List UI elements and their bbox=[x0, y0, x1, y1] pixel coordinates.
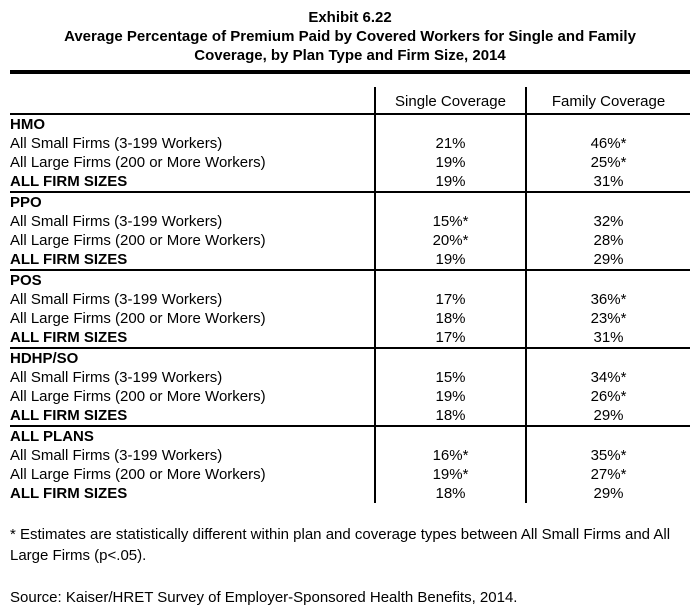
firm-total-label: ALL FIRM SIZES bbox=[10, 173, 128, 190]
single-coverage-value: 20%* bbox=[374, 231, 526, 250]
firm-size-row: All Large Firms (200 or More Workers) 19%… bbox=[10, 465, 690, 484]
single-coverage-value: 16%* bbox=[374, 446, 526, 465]
column-header-family-coverage: Family Coverage bbox=[525, 87, 690, 115]
plan-section-row: HMO bbox=[10, 114, 690, 134]
row-label-column-header bbox=[10, 87, 375, 115]
single-coverage-value: 18% bbox=[374, 406, 526, 426]
exhibit-number: Exhibit 6.22 bbox=[308, 9, 392, 26]
family-coverage-value: 36%* bbox=[525, 290, 690, 309]
firm-total-row: ALL FIRM SIZES 18% 29% bbox=[10, 484, 690, 503]
firm-size-label: All Small Firms (3-199 Workers) bbox=[10, 135, 223, 152]
firm-size-row: All Large Firms (200 or More Workers) 20%… bbox=[10, 231, 690, 250]
single-coverage-value: 18% bbox=[374, 484, 526, 503]
firm-size-label: All Large Firms (200 or More Workers) bbox=[10, 154, 266, 171]
exhibit-header: Exhibit 6.22 Average Percentage of Premi… bbox=[10, 8, 690, 65]
single-coverage-value: 15%* bbox=[374, 212, 526, 231]
single-coverage-value: 21% bbox=[374, 134, 526, 153]
firm-total-label: ALL FIRM SIZES bbox=[10, 329, 128, 346]
firm-size-label: All Large Firms (200 or More Workers) bbox=[10, 232, 266, 249]
premium-table-body: HMO All Small Firms (3-199 Workers) 21% 46%… bbox=[10, 114, 690, 503]
family-coverage-value: 26%* bbox=[525, 387, 690, 406]
plan-section-row: POS bbox=[10, 269, 690, 290]
empty-single-cell bbox=[374, 114, 526, 134]
firm-size-row: All Small Firms (3-199 Workers) 17% 36%* bbox=[10, 290, 690, 309]
single-coverage-value: 18% bbox=[374, 309, 526, 328]
column-header-single-coverage: Single Coverage bbox=[374, 87, 526, 115]
firm-size-row: All Small Firms (3-199 Workers) 15%* 32% bbox=[10, 212, 690, 231]
single-coverage-value: 15% bbox=[374, 368, 526, 387]
firm-size-label: All Small Firms (3-199 Workers) bbox=[10, 447, 223, 464]
family-coverage-value: 27%* bbox=[525, 465, 690, 484]
firm-total-row: ALL FIRM SIZES 17% 31% bbox=[10, 328, 690, 348]
plan-type-label: HMO bbox=[10, 116, 45, 133]
plan-type-label: PPO bbox=[10, 191, 375, 212]
firm-total-row: ALL FIRM SIZES 18% 29% bbox=[10, 406, 690, 426]
firm-size-label: All Small Firms (3-199 Workers) bbox=[10, 213, 223, 230]
empty-single-cell bbox=[374, 191, 526, 212]
plan-type-label: POS bbox=[10, 269, 375, 290]
premium-table-header: Single Coverage Family Coverage bbox=[10, 87, 690, 115]
family-coverage-value: 32% bbox=[525, 212, 690, 231]
firm-size-label: All Small Firms (3-199 Workers) bbox=[10, 291, 223, 308]
source-note: Source: Kaiser/HRET Survey of Employer-S… bbox=[10, 589, 518, 606]
empty-single-cell bbox=[374, 425, 526, 446]
single-coverage-value: 19% bbox=[374, 153, 526, 172]
plan-type-label: HDHP/SO bbox=[10, 347, 375, 368]
family-coverage-value: 35%* bbox=[525, 446, 690, 465]
firm-size-label: All Large Firms (200 or More Workers) bbox=[10, 310, 266, 327]
family-coverage-value: 46%* bbox=[525, 134, 690, 153]
single-coverage-value: 17% bbox=[374, 328, 526, 348]
exhibit-title-line2: Coverage, by Plan Type and Firm Size, 20… bbox=[194, 47, 506, 64]
firm-total-label: ALL FIRM SIZES bbox=[10, 251, 128, 268]
firm-size-row: All Small Firms (3-199 Workers) 21% 46%* bbox=[10, 134, 690, 153]
family-coverage-value: 29% bbox=[525, 484, 690, 503]
plan-type-label: ALL PLANS bbox=[10, 425, 375, 446]
firm-size-label: All Large Firms (200 or More Workers) bbox=[10, 466, 266, 483]
firm-size-row: All Small Firms (3-199 Workers) 15% 34%* bbox=[10, 368, 690, 387]
firm-total-label: ALL FIRM SIZES bbox=[10, 407, 128, 424]
firm-size-row: All Large Firms (200 or More Workers) 18%… bbox=[10, 309, 690, 328]
firm-size-label: All Small Firms (3-199 Workers) bbox=[10, 369, 223, 386]
empty-family-cell bbox=[525, 114, 690, 134]
family-coverage-value: 31% bbox=[525, 328, 690, 348]
column-header-row: Single Coverage Family Coverage bbox=[10, 87, 690, 115]
empty-single-cell bbox=[374, 269, 526, 290]
family-coverage-value: 28% bbox=[525, 231, 690, 250]
family-coverage-value: 31% bbox=[525, 172, 690, 192]
title-rule bbox=[10, 70, 690, 74]
firm-total-row: ALL FIRM SIZES 19% 31% bbox=[10, 172, 690, 192]
family-coverage-value: 23%* bbox=[525, 309, 690, 328]
firm-size-row: All Large Firms (200 or More Workers) 19%… bbox=[10, 387, 690, 406]
empty-family-cell bbox=[525, 191, 690, 212]
family-coverage-value: 25%* bbox=[525, 153, 690, 172]
single-coverage-value: 19%* bbox=[374, 465, 526, 484]
footnote: * Estimates are statistically different … bbox=[10, 526, 671, 564]
exhibit-title-line1: Average Percentage of Premium Paid by Co… bbox=[64, 28, 636, 45]
empty-family-cell bbox=[525, 425, 690, 446]
plan-section-row: ALL PLANS bbox=[10, 425, 690, 446]
firm-total-label: ALL FIRM SIZES bbox=[10, 485, 128, 502]
single-coverage-value: 19% bbox=[374, 172, 526, 192]
family-coverage-value: 29% bbox=[525, 406, 690, 426]
family-coverage-value: 29% bbox=[525, 250, 690, 270]
firm-total-row: ALL FIRM SIZES 19% 29% bbox=[10, 250, 690, 270]
plan-section-row: HDHP/SO bbox=[10, 347, 690, 368]
empty-single-cell bbox=[374, 347, 526, 368]
single-coverage-value: 19% bbox=[374, 250, 526, 270]
empty-family-cell bbox=[525, 347, 690, 368]
firm-size-row: All Large Firms (200 or More Workers) 19%… bbox=[10, 153, 690, 172]
single-coverage-value: 19% bbox=[374, 387, 526, 406]
single-coverage-value: 17% bbox=[374, 290, 526, 309]
empty-family-cell bbox=[525, 269, 690, 290]
plan-section-row: PPO bbox=[10, 191, 690, 212]
family-coverage-value: 34%* bbox=[525, 368, 690, 387]
premium-table: Single Coverage Family Coverage HMO All S… bbox=[10, 87, 690, 503]
firm-size-row: All Small Firms (3-199 Workers) 16%* 35%* bbox=[10, 446, 690, 465]
firm-size-label: All Large Firms (200 or More Workers) bbox=[10, 388, 266, 405]
